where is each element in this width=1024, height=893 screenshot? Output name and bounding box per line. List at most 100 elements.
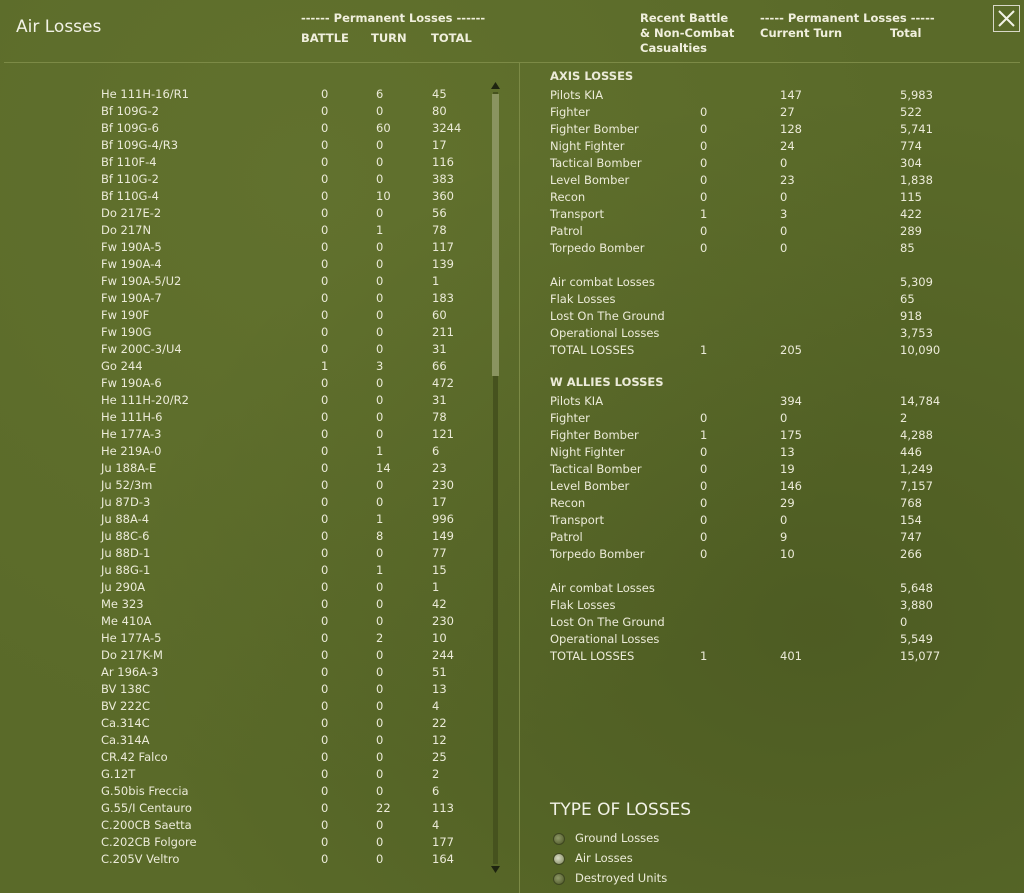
right-header-total: Total [890, 26, 922, 40]
battle-losses: 0 [321, 121, 329, 135]
aircraft-row[interactable]: Ju 88C-6 0 8 149 [0, 528, 490, 545]
aircraft-row[interactable]: G.55/I Centauro 0 22 113 [0, 800, 490, 817]
aircraft-row[interactable]: He 111H-20/R2 0 0 31 [0, 392, 490, 409]
aircraft-row[interactable]: Ju 188A-E 0 14 23 [0, 460, 490, 477]
aircraft-row[interactable]: Fw 190A-5 0 0 117 [0, 239, 490, 256]
aircraft-row[interactable]: C.200CB Saetta 0 0 4 [0, 817, 490, 834]
aircraft-row[interactable]: Go 244 1 3 66 [0, 358, 490, 375]
total-losses: 1 [432, 274, 440, 288]
aircraft-row[interactable]: Fw 190A-6 0 0 472 [0, 375, 490, 392]
scroll-thumb[interactable] [492, 94, 499, 376]
aircraft-name: He 219A-0 [101, 444, 162, 458]
loss-category: TOTAL LOSSES [550, 343, 635, 357]
aircraft-row[interactable]: CR.42 Falco 0 0 25 [0, 749, 490, 766]
aircraft-row[interactable]: Fw 190F 0 0 60 [0, 307, 490, 324]
radio-button-icon[interactable] [553, 873, 565, 885]
aircraft-loss-list[interactable]: He 111H-16/R1 0 6 45 Bf 109G-2 0 0 80 Bf 109G-6 0… [0, 86, 490, 893]
aircraft-row[interactable]: Fw 190G 0 0 211 [0, 324, 490, 341]
loss-row: Tactical Bomber 0 0 304 [0, 155, 1000, 172]
turn-losses: 0 [376, 206, 384, 220]
aircraft-row[interactable]: Bf 109G-4/R3 0 0 17 [0, 137, 490, 154]
aircraft-row[interactable]: Fw 200C-3/U4 0 0 31 [0, 341, 490, 358]
loss-row: Operational Losses 5,549 [0, 631, 1000, 648]
radio-button-icon[interactable] [553, 853, 565, 865]
aircraft-name: Me 323 [101, 597, 144, 611]
aircraft-row[interactable]: He 219A-0 0 1 6 [0, 443, 490, 460]
aircraft-name: Fw 190A-6 [101, 376, 162, 390]
total-losses: 117 [432, 240, 454, 254]
aircraft-row[interactable]: C.202CB Folgore 0 0 177 [0, 834, 490, 851]
total-losses: 12 [432, 733, 447, 747]
aircraft-row[interactable]: Ju 88G-1 0 1 15 [0, 562, 490, 579]
aircraft-row[interactable]: Ju 88D-1 0 0 77 [0, 545, 490, 562]
turn-losses: 0 [376, 155, 384, 169]
current-turn-losses: 0 [780, 513, 788, 527]
loss-category: Torpedo Bomber [550, 547, 645, 561]
scroll-up-arrow-icon[interactable] [490, 80, 501, 91]
aircraft-row[interactable]: He 177A-3 0 0 121 [0, 426, 490, 443]
battle-losses: 0 [321, 495, 329, 509]
loss-category: Night Fighter [550, 139, 625, 153]
aircraft-row[interactable]: Fw 190A-7 0 0 183 [0, 290, 490, 307]
loss-category: Lost On The Ground [550, 309, 665, 323]
aircraft-row[interactable]: BV 222C 0 0 4 [0, 698, 490, 715]
aircraft-name: Ju 290A [101, 580, 146, 594]
battle-losses: 0 [321, 682, 329, 696]
aircraft-row[interactable]: Ar 196A-3 0 0 51 [0, 664, 490, 681]
total-losses: 7,157 [900, 479, 933, 493]
aircraft-row[interactable]: Bf 109G-6 0 60 3244 [0, 120, 490, 137]
battle-losses: 0 [321, 784, 329, 798]
current-turn-losses: 24 [780, 139, 795, 153]
battle-losses: 0 [321, 444, 329, 458]
aircraft-row[interactable]: Do 217E-2 0 0 56 [0, 205, 490, 222]
aircraft-row[interactable]: BV 138C 0 0 13 [0, 681, 490, 698]
scroll-down-arrow-icon[interactable] [490, 864, 501, 875]
aircraft-name: BV 138C [101, 682, 151, 696]
aircraft-list-scrollbar[interactable] [490, 80, 501, 876]
loss-category: Patrol [550, 224, 583, 238]
total-losses: 747 [900, 530, 922, 544]
aircraft-row[interactable]: C.205V Veltro 0 0 164 [0, 851, 490, 868]
aircraft-row[interactable]: Fw 190A-5/U2 0 0 1 [0, 273, 490, 290]
aircraft-row[interactable]: He 177A-5 0 2 10 [0, 630, 490, 647]
total-losses: 230 [432, 614, 454, 628]
scroll-track[interactable] [493, 92, 498, 864]
aircraft-row[interactable]: Ju 87D-3 0 0 17 [0, 494, 490, 511]
aircraft-name: He 177A-3 [101, 427, 162, 441]
aircraft-row[interactable]: Fw 190A-4 0 0 139 [0, 256, 490, 273]
turn-losses: 0 [376, 308, 384, 322]
radio-button-icon[interactable] [553, 833, 565, 845]
aircraft-row[interactable]: Ca.314A 0 0 12 [0, 732, 490, 749]
loss-row: Lost On The Ground 0 [0, 614, 1000, 631]
aircraft-row[interactable]: Bf 110G-2 0 0 383 [0, 171, 490, 188]
aircraft-row[interactable]: Ju 290A 0 0 1 [0, 579, 490, 596]
total-losses: 42 [432, 597, 447, 611]
loss-row: Recon 0 29 768 [0, 495, 1000, 512]
right-header-recent-line1: Recent Battle [640, 11, 729, 25]
battle-losses: 0 [321, 818, 329, 832]
current-turn-losses: 205 [780, 343, 802, 357]
aircraft-row[interactable]: Ca.314C 0 0 22 [0, 715, 490, 732]
aircraft-row[interactable]: He 111H-6 0 0 78 [0, 409, 490, 426]
aircraft-row[interactable]: Bf 109G-2 0 0 80 [0, 103, 490, 120]
total-losses: 13 [432, 682, 447, 696]
aircraft-row[interactable]: Me 410A 0 0 230 [0, 613, 490, 630]
aircraft-row[interactable]: Bf 110F-4 0 0 116 [0, 154, 490, 171]
total-losses: 77 [432, 546, 447, 560]
aircraft-row[interactable]: Me 323 0 0 42 [0, 596, 490, 613]
total-losses: 5,741 [900, 122, 933, 136]
aircraft-row[interactable]: Do 217N 0 1 78 [0, 222, 490, 239]
total-losses: 66 [432, 359, 447, 373]
aircraft-row[interactable]: Ju 88A-4 0 1 996 [0, 511, 490, 528]
aircraft-row[interactable]: G.50bis Freccia 0 0 6 [0, 783, 490, 800]
aircraft-name: Bf 110G-4 [101, 189, 159, 203]
close-button[interactable] [993, 5, 1020, 32]
aircraft-row[interactable]: He 111H-16/R1 0 6 45 [0, 86, 490, 103]
aircraft-row[interactable]: G.12T 0 0 2 [0, 766, 490, 783]
loss-row: Torpedo Bomber 0 10 266 [0, 546, 1000, 563]
aircraft-row[interactable]: Do 217K-M 0 0 244 [0, 647, 490, 664]
loss-category: Fighter Bomber [550, 122, 639, 136]
aircraft-name: C.200CB Saetta [101, 818, 192, 832]
aircraft-row[interactable]: Ju 52/3m 0 0 230 [0, 477, 490, 494]
aircraft-row[interactable]: Bf 110G-4 0 10 360 [0, 188, 490, 205]
